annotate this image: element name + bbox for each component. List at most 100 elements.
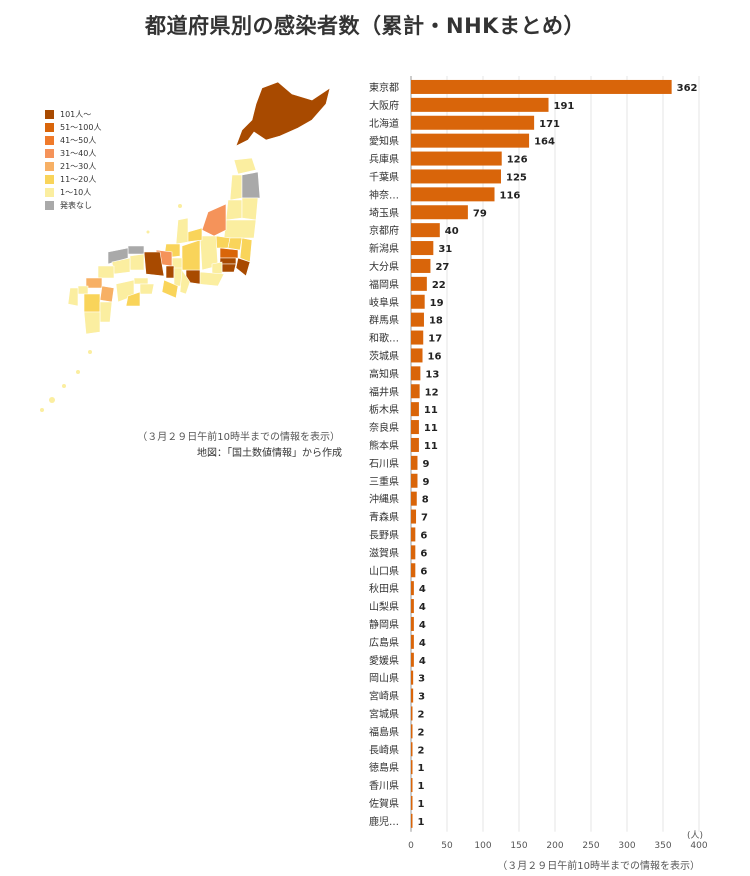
bar (411, 760, 413, 774)
bar (411, 527, 415, 541)
value-label: 125 (506, 172, 527, 183)
bar (411, 259, 430, 273)
bar (411, 134, 529, 148)
bar (411, 474, 417, 488)
bar (411, 814, 413, 828)
bar (411, 241, 433, 255)
category-label: 香川県 (369, 780, 399, 792)
category-label: 徳島県 (369, 761, 399, 774)
category-label: 高知県 (369, 367, 399, 380)
value-label: 116 (500, 190, 521, 201)
bar (411, 796, 413, 810)
x-tick-label: 150 (510, 841, 527, 851)
value-label: 362 (677, 83, 698, 94)
bar (411, 492, 417, 506)
bar (411, 742, 413, 756)
bar (411, 116, 534, 130)
value-label: 191 (554, 101, 575, 112)
category-label: 京都府 (369, 224, 399, 237)
category-label: 熊本県 (369, 439, 399, 452)
category-label: 兵庫県 (369, 153, 399, 166)
value-label: 9 (422, 459, 429, 470)
category-label: 奈良県 (369, 421, 399, 434)
bar (411, 402, 419, 416)
bar (411, 778, 413, 792)
category-label: 福井県 (369, 385, 399, 398)
bar (411, 581, 414, 595)
category-label: 大分県 (369, 260, 399, 273)
value-label: 4 (419, 656, 426, 667)
value-label: 4 (419, 584, 426, 595)
bar (411, 438, 419, 452)
value-label: 6 (420, 566, 427, 577)
chart-date-note: （３月２９日午前10時半までの情報を表示） (497, 857, 700, 872)
bar (411, 653, 414, 667)
category-label: 新潟県 (369, 242, 399, 255)
bar (411, 635, 414, 649)
value-label: 2 (418, 727, 425, 738)
category-label: 石川県 (369, 458, 399, 470)
value-label: 16 (428, 351, 442, 362)
value-label: 19 (430, 298, 444, 309)
category-label: 山口県 (369, 565, 399, 577)
bar (411, 80, 672, 94)
category-label: 青森県 (369, 511, 399, 524)
category-label: 宮崎県 (369, 690, 399, 703)
bar (411, 510, 416, 524)
category-label: 福岡県 (369, 278, 399, 291)
value-label: 11 (424, 441, 438, 452)
x-tick-label: 200 (546, 841, 563, 851)
category-label: 三重県 (369, 475, 399, 488)
value-label: 11 (424, 423, 438, 434)
value-label: 1 (418, 781, 425, 792)
value-label: 9 (422, 477, 429, 488)
category-label: 岡山県 (369, 673, 399, 685)
value-label: 7 (421, 513, 428, 524)
category-label: 大阪府 (369, 99, 399, 112)
category-label: 茨城県 (369, 349, 399, 362)
category-label: 山梨県 (369, 600, 399, 613)
value-label: 171 (539, 119, 560, 130)
bar (411, 187, 495, 201)
bar (411, 169, 501, 183)
value-label: 164 (534, 137, 555, 148)
bar (411, 617, 414, 631)
bar (411, 331, 423, 345)
category-label: 埼玉県 (369, 206, 399, 219)
value-label: 1 (418, 799, 425, 810)
category-label: 愛媛県 (369, 654, 399, 667)
bar (411, 295, 425, 309)
value-label: 22 (432, 280, 446, 291)
value-label: 31 (438, 244, 452, 255)
value-label: 1 (418, 763, 425, 774)
bar (411, 456, 417, 470)
category-label: 静岡県 (369, 618, 399, 631)
bar (411, 205, 468, 219)
bar (411, 599, 414, 613)
category-label: 神奈… (369, 188, 399, 201)
category-label: 長崎県 (369, 743, 399, 756)
bar (411, 348, 423, 362)
value-label: 4 (419, 638, 426, 649)
category-label: 秋田県 (369, 582, 399, 595)
x-axis-unit: (人) (687, 830, 703, 841)
bar (411, 152, 502, 166)
x-tick-label: 400 (690, 841, 707, 851)
bar (411, 689, 413, 703)
category-label: 佐賀県 (369, 798, 399, 810)
value-label: 17 (428, 334, 442, 345)
value-label: 1 (418, 817, 425, 828)
x-tick-label: 100 (474, 841, 491, 851)
value-label: 79 (473, 208, 487, 219)
x-tick-label: 300 (618, 841, 635, 851)
value-label: 126 (507, 155, 528, 166)
category-label: 群馬県 (369, 314, 399, 327)
category-label: 栃木県 (369, 403, 399, 416)
value-label: 4 (419, 602, 426, 613)
value-label: 40 (445, 226, 459, 237)
value-label: 13 (425, 369, 439, 380)
bar (411, 563, 415, 577)
value-label: 8 (422, 495, 429, 506)
category-label: 宮城県 (369, 707, 399, 720)
